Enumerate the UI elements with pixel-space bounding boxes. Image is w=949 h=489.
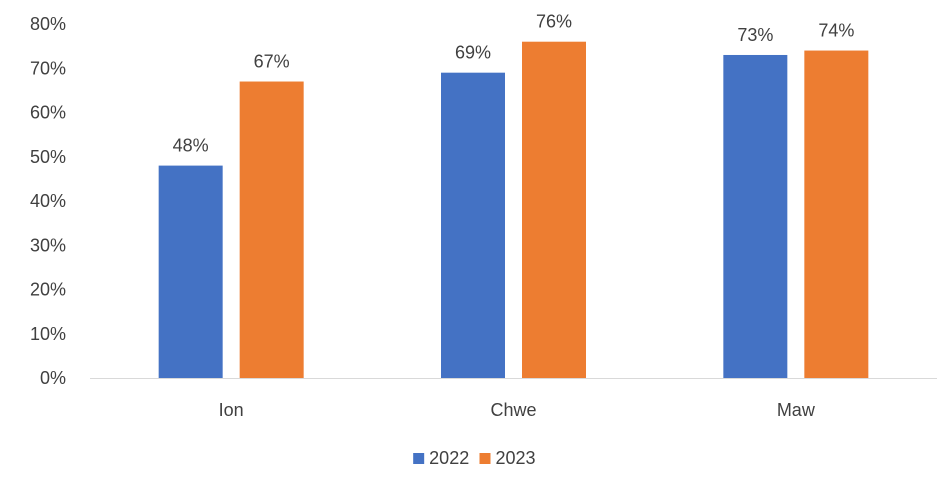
legend-label-2022: 2022 — [429, 448, 469, 468]
y-tick-label: 50% — [30, 147, 66, 167]
x-axis-category-labels: Ion Chwe Maw — [219, 400, 816, 420]
y-tick-label: 70% — [30, 58, 66, 78]
legend-label-2023: 2023 — [496, 448, 536, 468]
data-label-2022-maw: 73% — [737, 25, 773, 45]
x-category-label-ion: Ion — [219, 400, 244, 420]
y-axis-tick-labels: 0% 10% 20% 30% 40% 50% 60% 70% 80% — [30, 14, 66, 388]
y-tick-label: 60% — [30, 103, 66, 123]
data-label-2023-ion: 67% — [254, 52, 290, 72]
data-label-2023-chwe: 76% — [536, 12, 572, 32]
x-category-label-maw: Maw — [777, 400, 816, 420]
bar-2022-chwe — [441, 72, 505, 379]
bar-2022-ion — [158, 165, 223, 378]
y-tick-label: 30% — [30, 235, 66, 255]
legend-swatch-2022 — [413, 453, 425, 464]
data-label-2023-maw: 74% — [818, 21, 854, 41]
bar-2023-chwe — [522, 41, 586, 378]
bar-2023-maw — [804, 50, 869, 379]
y-tick-label: 10% — [30, 324, 66, 344]
y-tick-label: 40% — [30, 191, 66, 211]
legend: 2022 2023 — [413, 448, 536, 468]
data-label-2022-ion: 48% — [173, 136, 209, 156]
x-category-label-chwe: Chwe — [490, 400, 536, 420]
bar-2023-ion — [239, 81, 304, 379]
data-label-2022-chwe: 69% — [455, 43, 491, 63]
bar-2022-maw — [723, 54, 788, 378]
y-tick-label: 80% — [30, 14, 66, 34]
bars-group — [158, 41, 869, 379]
y-tick-label: 0% — [40, 368, 66, 388]
data-labels-group: 48% 67% 69% 76% 73% 74% — [173, 12, 855, 156]
legend-swatch-2023 — [479, 453, 491, 464]
y-tick-label: 20% — [30, 280, 66, 300]
